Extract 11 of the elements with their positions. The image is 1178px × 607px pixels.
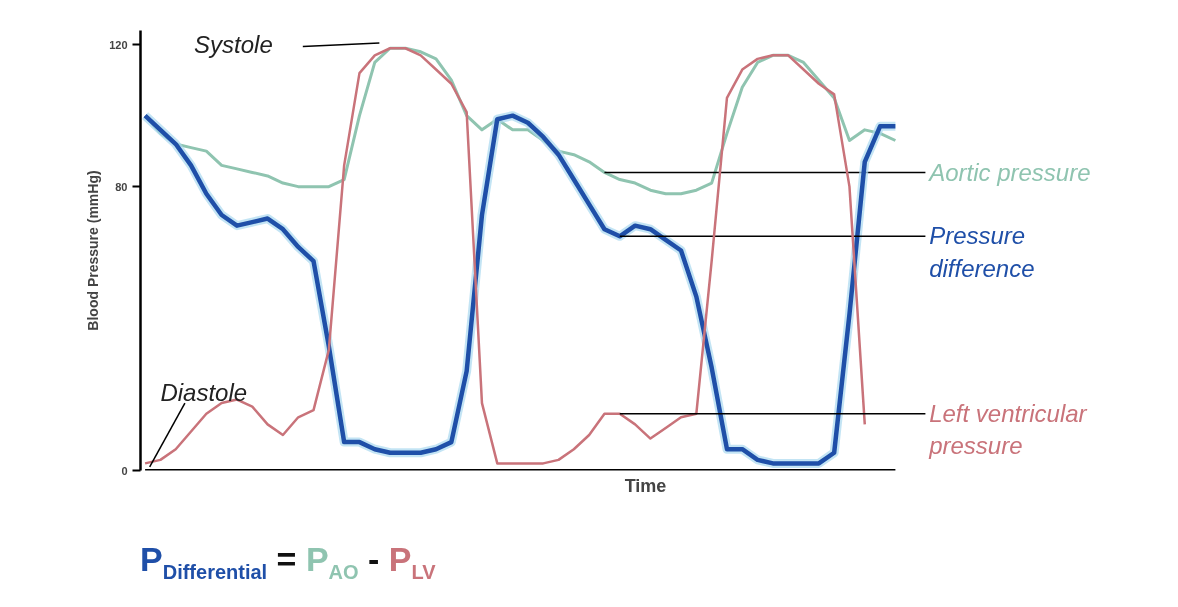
y-tick-label: 0 — [121, 464, 128, 477]
text: P$_{Differential}$ = P$_{AO}$ - P$_{LV}$ — [140, 540, 436, 583]
y-axis-title: Blood Pressure (mmHg) — [85, 170, 102, 331]
x-axis-title: Time — [624, 475, 667, 496]
annotation: Diastole — [160, 378, 248, 406]
annotation: Systole — [194, 31, 273, 59]
series-label: Aortic pressure — [927, 158, 1091, 186]
text: Pressure difference — [929, 222, 1035, 282]
y-tick-label: 80 — [115, 180, 128, 193]
y-tick-label: 120 — [109, 38, 128, 51]
text: Left ventricular pressure — [928, 399, 1088, 460]
